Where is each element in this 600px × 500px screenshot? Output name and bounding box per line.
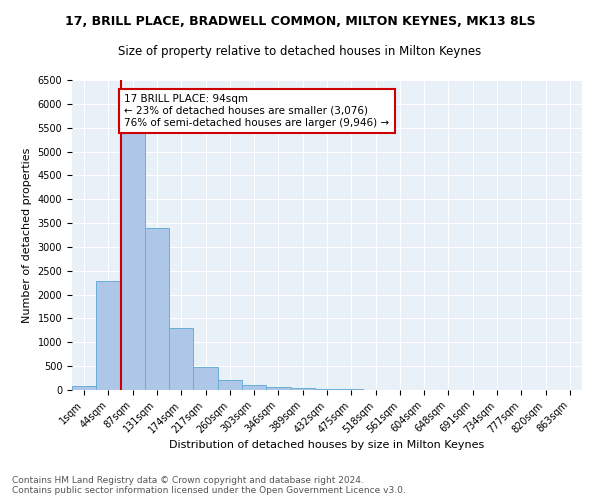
Bar — [121, 130, 145, 390]
Bar — [169, 328, 193, 390]
Bar — [290, 388, 315, 390]
X-axis label: Distribution of detached houses by size in Milton Keynes: Distribution of detached houses by size … — [169, 440, 485, 450]
Bar — [72, 386, 96, 390]
Text: 17 BRILL PLACE: 94sqm
← 23% of detached houses are smaller (3,076)
76% of semi-d: 17 BRILL PLACE: 94sqm ← 23% of detached … — [124, 94, 389, 128]
Bar — [193, 367, 218, 390]
Bar — [242, 386, 266, 390]
Y-axis label: Number of detached properties: Number of detached properties — [22, 148, 32, 322]
Bar — [145, 228, 169, 390]
Bar — [315, 389, 339, 390]
Text: 17, BRILL PLACE, BRADWELL COMMON, MILTON KEYNES, MK13 8LS: 17, BRILL PLACE, BRADWELL COMMON, MILTON… — [65, 15, 535, 28]
Text: Size of property relative to detached houses in Milton Keynes: Size of property relative to detached ho… — [118, 45, 482, 58]
Bar — [218, 380, 242, 390]
Text: Contains HM Land Registry data © Crown copyright and database right 2024.
Contai: Contains HM Land Registry data © Crown c… — [12, 476, 406, 495]
Bar — [96, 282, 121, 390]
Bar — [266, 388, 290, 390]
